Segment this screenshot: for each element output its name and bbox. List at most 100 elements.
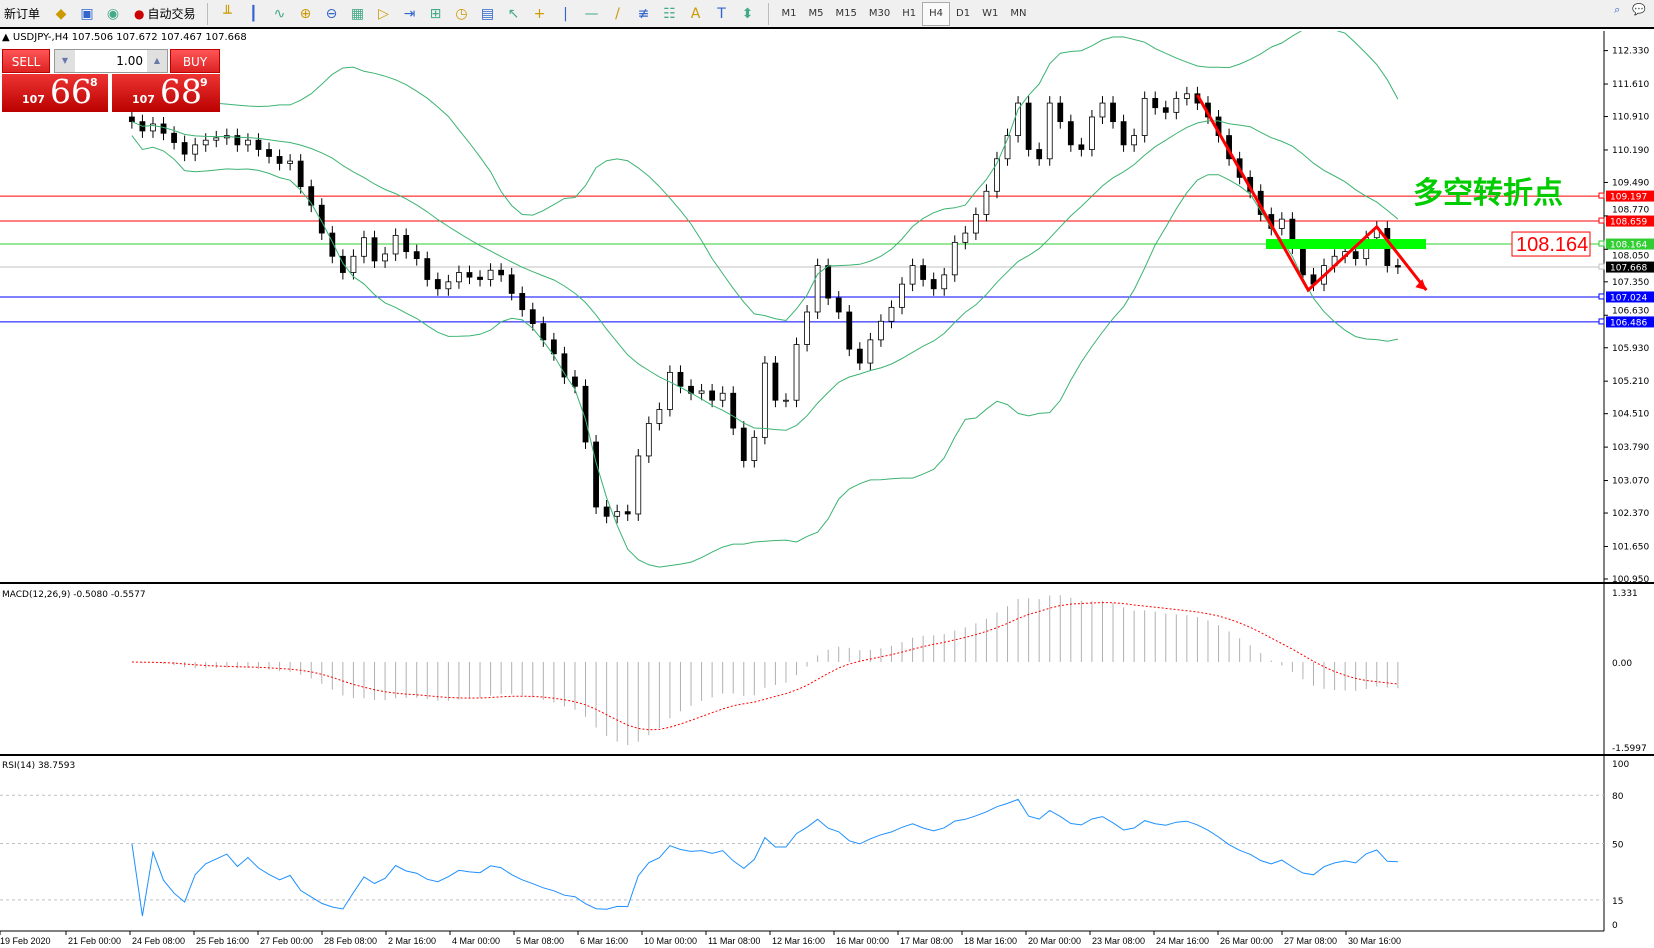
sell-price-big-figure: 107	[22, 93, 45, 106]
time-axis-label: 30 Mar 16:00	[1348, 936, 1401, 946]
time-axis-label: 20 Mar 00:00	[1028, 936, 1081, 946]
hline-price-tag	[1606, 291, 1654, 303]
hline-price-tag	[1606, 238, 1654, 250]
text-label-icon[interactable]: T	[717, 5, 726, 22]
bearish-candle	[434, 279, 441, 290]
new-order-button[interactable]: 新订单	[4, 7, 41, 21]
bullish-candle	[909, 265, 916, 285]
lot-decrease-button[interactable]: ▼	[55, 50, 75, 72]
equidistant-channel-icon[interactable]: ≢	[637, 5, 650, 22]
toolbar-separator	[767, 2, 769, 25]
bearish-candle	[1162, 107, 1169, 113]
candlestick-icon[interactable]: ┃	[249, 5, 258, 22]
chat-icon[interactable]: 💬	[1632, 3, 1646, 16]
time-axis-label: 18 Mar 16:00	[964, 936, 1017, 946]
sell-price[interactable]: 107 66 8	[2, 72, 108, 112]
price-axis-label: 107.350	[1612, 278, 1649, 288]
bearish-candle	[1120, 121, 1127, 146]
line-chart-icon[interactable]: ∿	[273, 5, 286, 22]
macd-header: MACD(12,26,9) -0.5080 -0.5577	[2, 590, 146, 600]
bullish-candle	[382, 253, 388, 262]
bullish-candle	[192, 144, 199, 155]
trendline-icon[interactable]: /	[615, 5, 620, 22]
price-axis-label: 100.950	[1612, 575, 1649, 585]
cursor-icon[interactable]: ↖	[507, 5, 520, 22]
signals-icon[interactable]: ◉	[106, 5, 120, 22]
bullish-candle	[983, 190, 990, 215]
hline-price-tag	[1606, 261, 1654, 273]
timeframe-m30[interactable]: M30	[868, 8, 891, 19]
tile-windows-icon[interactable]: ▦	[350, 5, 365, 22]
bearish-candle	[772, 362, 779, 401]
price-axis-label: 103.070	[1612, 477, 1649, 487]
vertical-line-icon[interactable]: |	[563, 5, 568, 22]
chart-shift-icon[interactable]: ⇥	[403, 5, 416, 22]
timeframe-w1[interactable]: W1	[982, 8, 999, 19]
timeframe-m1[interactable]: M1	[781, 8, 797, 19]
bullish-candle	[719, 392, 726, 401]
bearish-candle	[1110, 102, 1116, 123]
bearish-candle	[1152, 98, 1159, 109]
bullish-candle	[202, 139, 209, 146]
fibonacci-icon[interactable]: ☷	[663, 5, 676, 22]
bullish-candle	[487, 269, 494, 280]
bearish-candle	[1036, 149, 1043, 160]
timeframe-mn[interactable]: MN	[1010, 8, 1027, 19]
trend-arrow	[1196, 94, 1428, 293]
bullish-candle	[150, 123, 156, 132]
bearish-candle	[297, 160, 304, 188]
timeframe-h4[interactable]: H4	[922, 1, 951, 26]
bearish-candle	[677, 371, 684, 387]
lot-increase-button[interactable]: ▲	[147, 50, 167, 72]
timeframe-m5[interactable]: M5	[808, 8, 824, 19]
bearish-candle	[466, 272, 473, 278]
time-axis-label: 6 Mar 16:00	[580, 936, 628, 946]
search-icon[interactable]: ⌕	[1614, 3, 1621, 16]
bearish-candle	[266, 149, 272, 157]
text-icon[interactable]: A	[690, 5, 701, 22]
horizontal-line-icon[interactable]: —	[584, 5, 599, 22]
time-axis-label: 24 Mar 16:00	[1156, 936, 1209, 946]
one-click-trading-panel: SELL ▼ 1.00 ▲ BUY 107 66 8 107 68 9	[2, 49, 220, 113]
bearish-candle	[329, 232, 336, 257]
lot-size-input[interactable]: 1.00	[116, 54, 143, 68]
periods-icon[interactable]: ◷	[455, 5, 468, 22]
bar-chart-icon[interactable]: ╨	[223, 5, 232, 22]
buy-button[interactable]: BUY	[170, 49, 220, 73]
templates-icon[interactable]: ▤	[480, 5, 495, 22]
timeframe-h1[interactable]: H1	[902, 8, 917, 19]
bullish-candle	[1015, 102, 1021, 136]
bullish-candle	[941, 274, 948, 290]
data-window-icon[interactable]: ▣	[80, 5, 94, 22]
indicators-icon[interactable]: ⊞	[429, 5, 442, 22]
bollinger-upper-band	[131, 31, 1399, 322]
bearish-candle	[1078, 144, 1085, 150]
timeframe-d1[interactable]: D1	[956, 8, 971, 19]
hline-price-label: 107.668	[1610, 264, 1647, 274]
auto-trading-button[interactable]: ● 自动交易	[130, 2, 200, 26]
crosshair-icon[interactable]: +	[533, 5, 546, 22]
auto-trading-label: 自动交易	[147, 7, 196, 21]
bullish-candle	[1004, 135, 1011, 160]
time-axis-label: 17 Mar 08:00	[900, 936, 953, 946]
bullish-candle	[213, 137, 220, 141]
price-axis-label: 112.330	[1612, 47, 1649, 57]
buy-price[interactable]: 107 68 9	[112, 72, 220, 112]
market-watch-icon[interactable]: ◆	[55, 5, 67, 22]
sell-button[interactable]: SELL	[2, 49, 50, 73]
bullish-candle	[245, 139, 251, 146]
buy-price-pips: 68	[160, 72, 202, 111]
zoom-in-icon[interactable]: ⊕	[299, 5, 312, 22]
bullish-candle	[1099, 102, 1106, 118]
lot-size-stepper[interactable]: ▼ 1.00 ▲	[54, 49, 168, 73]
time-axis-label: 2 Mar 16:00	[388, 936, 436, 946]
bearish-candle	[128, 116, 135, 123]
bullish-candle	[1183, 93, 1190, 99]
arrows-icon[interactable]: ⬍	[741, 5, 754, 22]
timeframe-m15[interactable]: M15	[835, 8, 857, 19]
bearish-candle	[1300, 246, 1306, 276]
zoom-out-icon[interactable]: ⊖	[325, 5, 338, 22]
bearish-candle	[730, 392, 737, 429]
auto-scroll-icon[interactable]: ▷	[378, 5, 389, 22]
price-chart[interactable]: 109.197 108.659 108.164 107.668 107.024 106.4…	[0, 31, 1654, 948]
